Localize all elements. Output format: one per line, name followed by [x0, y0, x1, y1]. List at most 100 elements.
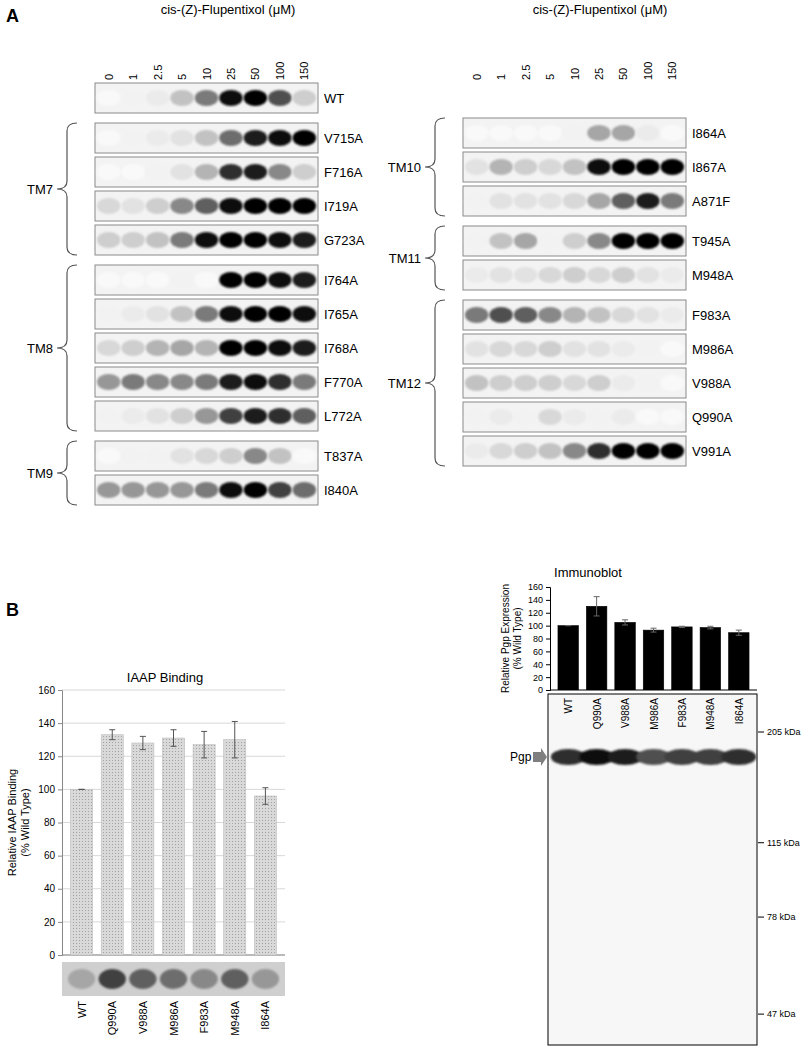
gel-band — [612, 267, 636, 283]
gel-band — [244, 198, 268, 214]
error-cap — [622, 624, 628, 625]
marker-tick — [758, 732, 764, 733]
gel-strip: I768A — [95, 333, 358, 363]
strip-background — [463, 368, 686, 398]
category-label: Q990A — [592, 698, 603, 729]
strip-background — [463, 300, 686, 330]
error-cap — [171, 729, 177, 730]
y-tick: 140 — [38, 718, 62, 729]
strip-background — [95, 225, 318, 255]
gel-band — [489, 307, 513, 323]
gel-band — [170, 272, 194, 288]
gel-band — [219, 272, 243, 288]
category-label: Q990A — [106, 1000, 118, 1035]
y-tick-label: 140 — [38, 718, 55, 729]
error-bar — [707, 626, 713, 629]
gel-band — [268, 232, 292, 248]
y-axis-title: (% Wild Type) — [19, 788, 31, 856]
band-label: Pgp — [510, 750, 532, 764]
strip-label: I864A — [692, 126, 726, 141]
bars — [558, 597, 749, 690]
gel-band — [514, 159, 538, 175]
gel-band — [146, 232, 170, 248]
gel-band — [170, 232, 194, 248]
y-tick: 20 — [533, 673, 550, 683]
strip-background — [95, 475, 318, 505]
error-cap — [79, 789, 85, 790]
y-tick-mark — [58, 789, 62, 790]
group-label: TM9 — [27, 466, 53, 481]
strip-label: Q990A — [692, 410, 733, 425]
y-tick: 160 — [528, 582, 550, 592]
gel-strip: WT — [95, 83, 344, 113]
gel-band — [121, 90, 145, 106]
error-cap — [232, 757, 238, 758]
gel-band — [219, 482, 243, 498]
error-bar — [565, 625, 571, 626]
gel-band — [612, 307, 636, 323]
bar — [729, 633, 749, 690]
gel-strip: I764A — [95, 265, 358, 295]
error-stem — [738, 630, 739, 635]
gel-band — [661, 193, 685, 209]
gel-band — [244, 408, 268, 424]
error-cap — [79, 789, 85, 790]
gel-band — [636, 409, 660, 425]
gel-band — [563, 375, 587, 391]
gel-band — [268, 448, 292, 464]
strip-label: L772A — [324, 409, 362, 424]
grid-line — [62, 690, 285, 691]
error-cap — [679, 626, 685, 627]
bar — [615, 622, 635, 690]
gel-band — [465, 125, 489, 141]
y-tick-mark — [58, 756, 62, 757]
gel-band — [465, 233, 489, 249]
y-tick-mark — [546, 639, 550, 640]
strip-background — [95, 299, 318, 329]
gel-band — [268, 340, 292, 356]
immunoblot: WTQ990AV988AM986AF983AM948AI864A205 kDa1… — [510, 694, 801, 1045]
y-axis-line — [58, 691, 63, 956]
gel-band — [244, 130, 268, 146]
gel-band — [661, 159, 685, 175]
category-label: M948A — [229, 1000, 241, 1036]
strip-background — [95, 157, 318, 187]
band-arrow — [533, 748, 547, 766]
error-cap — [707, 628, 713, 629]
strip-background — [463, 186, 686, 216]
blot-background — [62, 962, 285, 996]
y-tick-label: 0 — [49, 950, 55, 961]
bar — [643, 630, 663, 690]
gel-band — [268, 408, 292, 424]
y-tick: 80 — [44, 817, 62, 828]
gel-band — [489, 233, 513, 249]
y-tick: 40 — [533, 660, 550, 670]
gel-band — [170, 482, 194, 498]
strip-background — [95, 83, 318, 113]
gel-band — [465, 267, 489, 283]
gel-band — [268, 164, 292, 180]
gel-band — [661, 409, 685, 425]
gel-band — [661, 307, 685, 323]
concentration-label: 50 — [249, 68, 261, 80]
gel-band — [636, 341, 660, 357]
gel-band — [195, 306, 219, 322]
gel-band — [612, 409, 636, 425]
gel-band — [587, 125, 611, 141]
y-tick-mark — [546, 651, 550, 652]
gel-band — [293, 164, 317, 180]
gel-band — [636, 375, 660, 391]
gel-band — [538, 233, 562, 249]
y-tick-label: 160 — [528, 582, 543, 592]
concentration-label: 10 — [569, 68, 581, 80]
gel-band — [195, 374, 219, 390]
gel-band — [293, 408, 317, 424]
blot-band — [252, 969, 279, 989]
gel-band — [121, 232, 145, 248]
gel-band — [97, 272, 121, 288]
bar — [101, 735, 123, 955]
y-tick: 100 — [528, 621, 550, 631]
gel-band — [219, 340, 243, 356]
error-bar — [651, 628, 657, 632]
category-label: F983A — [677, 698, 688, 728]
